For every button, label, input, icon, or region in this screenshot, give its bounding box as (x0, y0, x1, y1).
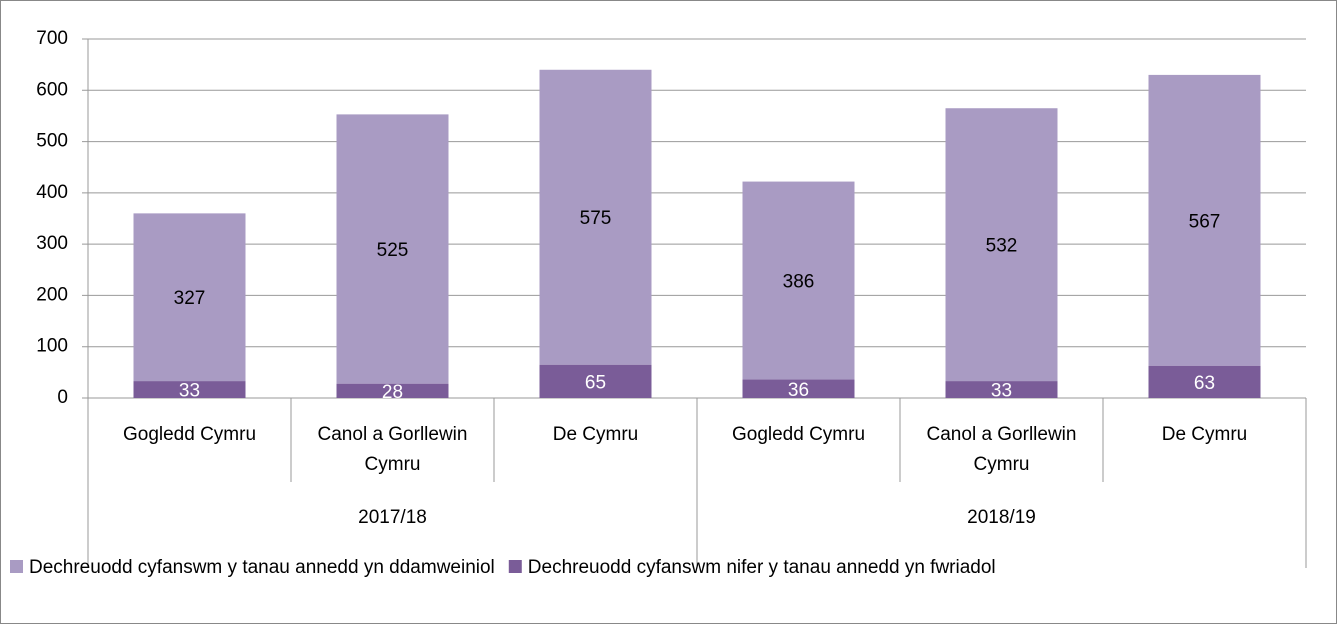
bar-segment (742, 181, 855, 380)
data-label: 575 (580, 208, 612, 229)
data-label: 525 (377, 240, 409, 261)
y-tick-label: 0 (57, 387, 68, 408)
x-tick-label: Gogledd Cymru (122, 424, 257, 445)
group-label: 2017/18 (358, 507, 427, 528)
bar-segment (1148, 365, 1261, 398)
y-tick-label: 400 (36, 182, 68, 203)
data-label: 532 (986, 236, 1018, 257)
bar-segment (945, 381, 1058, 398)
bar-segment (1148, 74, 1261, 366)
legend-swatch (10, 560, 23, 573)
data-label: 28 (382, 382, 403, 403)
data-label: 65 (585, 372, 606, 393)
bar-segment (742, 379, 855, 398)
y-tick-label: 500 (36, 131, 68, 152)
data-label: 327 (174, 288, 206, 309)
x-tick-label: De Cymru (552, 424, 639, 445)
group-label: 2018/19 (967, 507, 1036, 528)
y-tick-label: 200 (36, 284, 68, 305)
bar-segment (336, 114, 449, 384)
y-tick-label: 100 (36, 336, 68, 357)
bar-segment (133, 213, 246, 382)
x-tick-label: Gogledd Cymru (731, 424, 866, 445)
x-tick-label: De Cymru (1161, 424, 1248, 445)
legend-label: Dechreuodd cyfanswm y tanau annedd yn dd… (29, 557, 495, 578)
data-label: 36 (788, 380, 809, 401)
bar-segment (336, 383, 449, 398)
data-label: 33 (179, 381, 200, 402)
legend-label: Dechreuodd cyfanswm nifer y tanau annedd… (528, 557, 996, 578)
y-tick-label: 700 (36, 28, 68, 49)
bar-segment (133, 381, 246, 398)
y-tick-label: 600 (36, 79, 68, 100)
data-label: 33 (991, 381, 1012, 402)
bar-segment (539, 69, 652, 365)
y-tick-label: 300 (36, 233, 68, 254)
x-tick-label: Canol a Gorllewin Cymru (926, 424, 1077, 475)
x-tick-label: Canol a Gorllewin Cymru (317, 424, 468, 475)
data-label: 63 (1194, 373, 1215, 394)
bar-segment (539, 364, 652, 398)
data-label: 386 (783, 272, 815, 293)
data-label: 567 (1189, 211, 1221, 232)
legend-swatch (508, 560, 522, 573)
bar-segment (945, 108, 1058, 382)
